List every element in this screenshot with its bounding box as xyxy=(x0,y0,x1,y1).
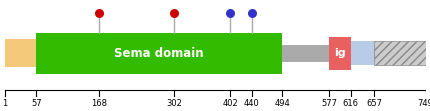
Bar xyxy=(351,41,374,65)
Bar xyxy=(5,45,426,62)
Text: Sema domain: Sema domain xyxy=(114,47,204,60)
Text: 1: 1 xyxy=(2,99,7,108)
Text: 494: 494 xyxy=(274,99,290,108)
Text: 616: 616 xyxy=(343,99,359,108)
Bar xyxy=(329,37,351,70)
Bar xyxy=(37,33,282,74)
Text: 577: 577 xyxy=(321,99,337,108)
Text: 440: 440 xyxy=(244,99,260,108)
Text: 749: 749 xyxy=(418,99,430,108)
Text: 657: 657 xyxy=(366,99,382,108)
Bar xyxy=(5,39,37,67)
Text: 302: 302 xyxy=(166,99,182,108)
Text: ig: ig xyxy=(334,48,346,58)
Text: 402: 402 xyxy=(223,99,238,108)
Bar xyxy=(374,41,426,65)
Text: 57: 57 xyxy=(31,99,42,108)
Text: 168: 168 xyxy=(91,99,107,108)
